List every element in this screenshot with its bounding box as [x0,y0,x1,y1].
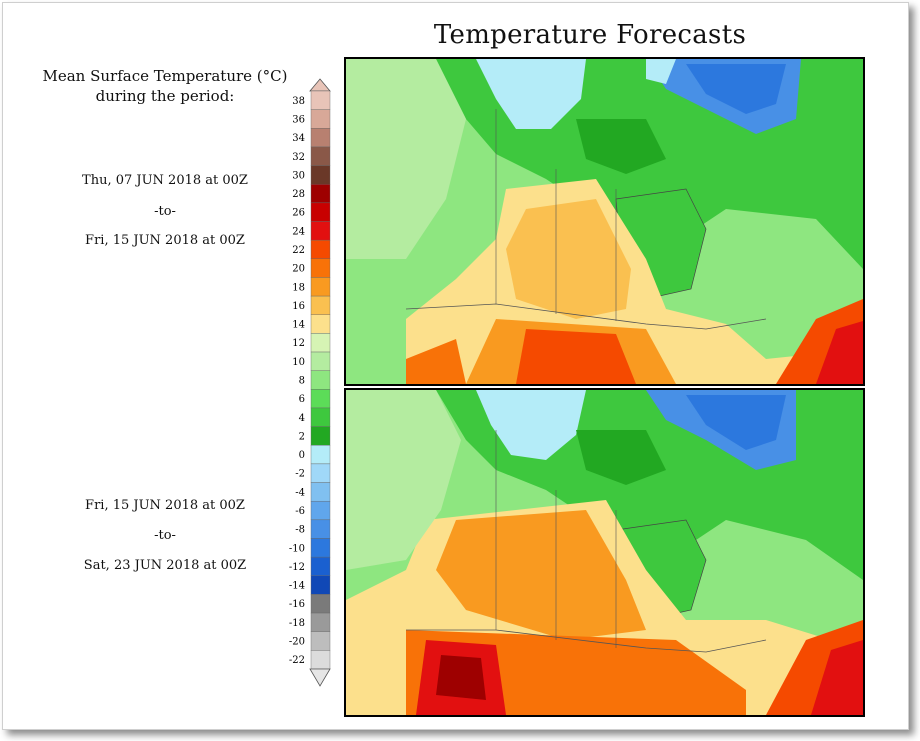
legend-swatch [310,128,331,148]
legend-tick-label: 30 [292,170,305,181]
legend-tick-label: 4 [299,413,305,424]
temperature-map-1 [346,59,863,384]
legend-tick-label: -4 [295,487,305,498]
period-1-start: Thu, 07 JUN 2018 at 00Z [82,173,248,188]
legend-tick-label: 8 [299,376,305,387]
legend-swatch [310,631,331,651]
legend-tick-label: 32 [292,152,305,163]
cold-sea-core [686,64,786,114]
legend-swatch [310,146,331,166]
legend-tick-label: 20 [292,264,305,275]
legend-tick-label: 22 [292,245,305,256]
legend-swatch [310,370,331,390]
arctic-dark-islands [576,430,666,485]
period-1-end: Fri, 15 JUN 2018 at 00Z [85,233,245,248]
legend-arrow-top [309,78,331,92]
legend-swatch [310,407,331,427]
legend-swatch [310,258,331,278]
legend-swatch [310,165,331,185]
period-2-to: -to- [154,528,176,543]
legend-title: Mean Surface Temperature (°C) during the… [20,66,310,106]
arctic-dark-islands [576,119,666,174]
legend-tick-label: 10 [292,357,305,368]
legend-swatch [310,221,331,241]
ice-water-zone-1 [476,390,586,460]
legend-tick-label: 36 [292,114,305,125]
legend-swatch [310,463,331,483]
legend-swatch [310,202,331,222]
period-2-start: Fri, 15 JUN 2018 at 00Z [85,498,245,513]
pacific-cool-zone [346,390,461,570]
cold-sea-core [686,395,786,450]
legend-tick-label: -18 [289,618,305,629]
legend-tick-label: 24 [292,226,305,237]
legend-tick-label: -6 [295,506,305,517]
legend-tick-label: 28 [292,189,305,200]
us-canada-border [405,303,767,330]
legend-tick-label: 34 [292,133,305,144]
legend-title-line2: during the period: [95,87,235,105]
legend-tick-label: 26 [292,208,305,219]
legend-tick-label: -12 [289,562,305,573]
legend-arrow-bottom [309,668,331,687]
legend-swatch [310,650,331,670]
period-1-to: -to- [154,204,176,219]
warm-orange-zone [436,510,646,640]
province-borders [495,430,617,648]
forecast-map-week2 [344,388,865,717]
legend-tick-label: 12 [292,338,305,349]
east-coast-core [811,640,863,715]
legend-swatch [310,612,331,632]
period-2-end: Sat, 23 JUN 2018 at 00Z [83,558,247,573]
very-hot-zone [516,329,636,384]
legend-swatch [310,389,331,409]
legend-swatch [310,500,331,521]
legend-tick-label: -14 [289,581,305,592]
legend-swatch [310,594,331,614]
legend-swatch [310,556,331,576]
color-bar-legend: 38363432302826242220181614121086420-2-4-… [289,78,331,687]
legend-tick-label: -10 [289,543,305,554]
page-title: Temperature Forecasts [433,20,747,50]
legend-tick-label: 18 [292,282,305,293]
pacific-cool-zone [346,59,466,259]
legend-tick-label: 16 [292,301,305,312]
legend-swatch [310,445,331,465]
legend-swatch [310,90,331,110]
legend-swatch [310,109,331,129]
legend-swatch [310,575,331,595]
province-borders [495,109,617,321]
legend-tick-label: -16 [289,599,305,610]
ice-water-zone-2 [646,59,676,84]
legend-swatch [310,239,331,260]
legend-tick-label: 38 [292,96,305,107]
legend-tick-label: 2 [299,431,305,442]
forecast-map-week1 [344,57,865,386]
legend-swatch [310,277,331,297]
legend-tick-label: -2 [295,469,305,480]
legend-swatch [310,314,331,334]
legend-tick-label: -22 [289,655,305,666]
extreme-hot-core [436,655,486,700]
east-coast-core [816,321,863,384]
legend-tick-label: 6 [299,394,305,405]
us-canada-border [406,629,767,653]
legend-swatch [310,351,331,371]
legend-swatch [310,482,331,502]
ice-water-zone-1 [476,59,586,129]
legend-swatch [310,519,331,539]
legend-title-line1: Mean Surface Temperature (°C) [42,67,288,85]
legend-tick-label: -20 [289,637,305,648]
west-coast-hot [406,339,466,384]
legend-swatch [310,184,331,204]
legend-tick-label: -8 [295,525,305,536]
legend-tick-label: 14 [292,320,305,331]
temperature-map-2 [346,390,863,715]
legend-swatch [310,333,331,353]
warm-orange-zone [506,199,631,319]
legend-swatch [310,426,331,446]
legend-swatch [310,295,331,315]
legend-tick-label: 0 [299,450,305,461]
legend-swatch [310,538,331,558]
